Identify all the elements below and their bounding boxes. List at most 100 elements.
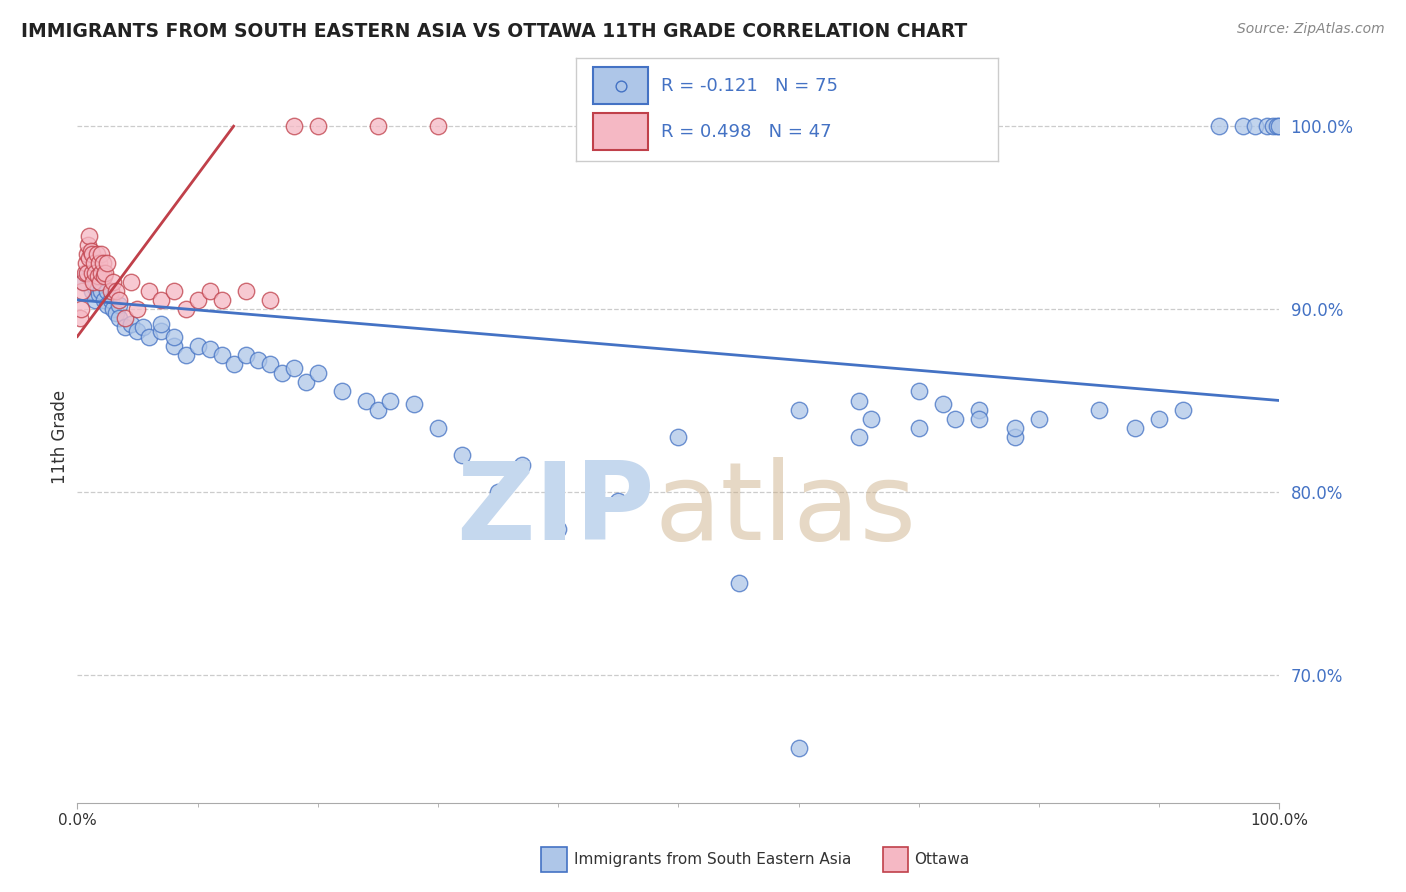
Text: Source: ZipAtlas.com: Source: ZipAtlas.com xyxy=(1237,22,1385,37)
Point xyxy=(222,357,245,371)
FancyBboxPatch shape xyxy=(593,67,648,104)
Point xyxy=(943,412,966,426)
Text: atlas: atlas xyxy=(654,458,917,563)
Point xyxy=(87,256,110,270)
Point xyxy=(1256,120,1278,134)
Text: Immigrants from South Eastern Asia: Immigrants from South Eastern Asia xyxy=(574,853,851,867)
Text: IMMIGRANTS FROM SOUTH EASTERN ASIA VS OTTAWA 11TH GRADE CORRELATION CHART: IMMIGRANTS FROM SOUTH EASTERN ASIA VS OT… xyxy=(21,22,967,41)
Point xyxy=(120,317,142,331)
Point xyxy=(70,284,93,298)
Point xyxy=(73,266,96,280)
Point xyxy=(108,298,131,312)
Point xyxy=(138,329,160,343)
Point xyxy=(1232,120,1254,134)
Point xyxy=(94,266,117,280)
Point xyxy=(1028,412,1050,426)
Point xyxy=(138,284,160,298)
Point xyxy=(1004,430,1026,444)
Point xyxy=(90,284,112,298)
Point xyxy=(859,412,882,426)
Point xyxy=(727,576,749,591)
Text: R = 0.498   N = 47: R = 0.498 N = 47 xyxy=(661,123,831,141)
Point xyxy=(259,293,281,307)
Point xyxy=(79,251,101,265)
Point xyxy=(246,353,269,368)
Point xyxy=(294,376,316,390)
Point xyxy=(330,384,353,399)
Point xyxy=(80,266,103,280)
Point xyxy=(80,247,103,261)
Point xyxy=(76,266,98,280)
Point xyxy=(89,275,111,289)
Point xyxy=(307,120,329,134)
Point xyxy=(132,320,155,334)
Point xyxy=(787,741,810,756)
Point xyxy=(69,311,91,326)
Point xyxy=(103,302,125,317)
Point xyxy=(609,78,631,93)
Point xyxy=(84,293,107,307)
Point xyxy=(1004,421,1026,435)
Point xyxy=(79,244,101,258)
Point xyxy=(932,397,955,411)
Point xyxy=(120,275,142,289)
Point xyxy=(211,348,233,362)
Point xyxy=(127,302,149,317)
Point xyxy=(848,430,870,444)
Point xyxy=(402,397,425,411)
Point xyxy=(79,269,101,284)
Point xyxy=(283,120,305,134)
Point xyxy=(150,293,173,307)
Point xyxy=(103,275,125,289)
Point xyxy=(607,494,630,508)
Point xyxy=(787,402,810,417)
Point xyxy=(79,229,101,244)
Point xyxy=(76,266,98,280)
Point xyxy=(235,348,257,362)
Point xyxy=(108,311,131,326)
Point xyxy=(93,269,115,284)
Point xyxy=(283,360,305,375)
Point xyxy=(967,402,990,417)
Point xyxy=(150,324,173,338)
Point xyxy=(108,293,131,307)
Point xyxy=(70,302,93,317)
Point xyxy=(198,343,221,357)
Point xyxy=(367,402,389,417)
Point xyxy=(908,421,931,435)
Point xyxy=(908,384,931,399)
Point xyxy=(378,393,401,408)
Point xyxy=(427,120,450,134)
Point xyxy=(90,247,112,261)
Point xyxy=(83,256,105,270)
Point xyxy=(1244,120,1267,134)
Text: ZIP: ZIP xyxy=(456,458,654,563)
Point xyxy=(72,275,94,289)
Point xyxy=(1265,120,1288,134)
Point xyxy=(1173,402,1195,417)
Point xyxy=(114,320,136,334)
Point xyxy=(75,256,97,270)
Point xyxy=(174,302,197,317)
Point xyxy=(93,293,115,307)
Point xyxy=(259,357,281,371)
Point xyxy=(486,485,509,500)
Point xyxy=(150,317,173,331)
Point xyxy=(1149,412,1171,426)
Point xyxy=(77,238,100,252)
Point xyxy=(162,339,184,353)
Point xyxy=(235,284,257,298)
Point xyxy=(967,412,990,426)
Point xyxy=(104,284,127,298)
Point xyxy=(547,522,569,536)
Point xyxy=(186,293,209,307)
Point xyxy=(510,458,533,472)
Point xyxy=(668,430,690,444)
Point xyxy=(90,266,112,280)
Point xyxy=(72,275,94,289)
Point xyxy=(96,284,118,298)
Point xyxy=(1208,120,1230,134)
Point xyxy=(86,247,108,261)
Point xyxy=(354,393,377,408)
Point xyxy=(270,366,292,380)
